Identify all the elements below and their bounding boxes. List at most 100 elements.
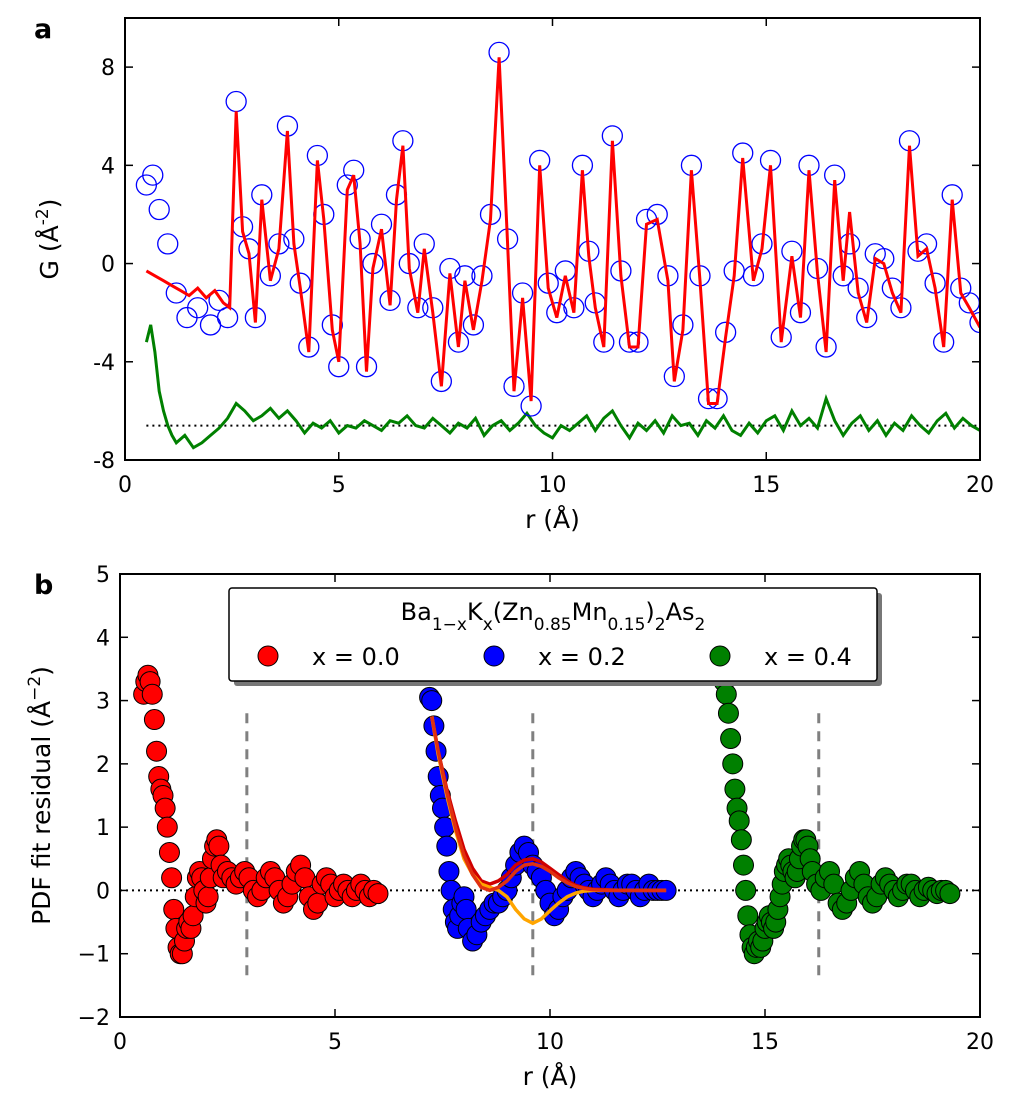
x-tick-label: 15	[751, 1030, 779, 1055]
x-tick-label: 20	[966, 473, 994, 498]
data-point	[717, 702, 739, 724]
x-tick-label: 15	[752, 473, 780, 498]
y-axis-label-superscript: −2	[25, 676, 45, 701]
y-tick-label: -8	[93, 449, 115, 474]
y-tick-label: 4	[101, 154, 115, 179]
legend-title-subscript: 1−x	[432, 615, 467, 635]
observed-point	[259, 265, 282, 287]
x-tick-label: 5	[328, 1030, 342, 1055]
x-tick-label: 10	[536, 1030, 564, 1055]
data-point	[939, 883, 961, 905]
y-tick-label: 3	[96, 690, 110, 715]
y-axis-label-superscript: -2	[33, 208, 53, 225]
y-axis-label: G (Å-2)	[33, 199, 64, 280]
legend-title-subscript: 2	[695, 615, 706, 635]
data-point	[156, 816, 178, 838]
data-point	[208, 835, 230, 857]
x-axis-label: r (Å)	[525, 505, 580, 534]
observed-point	[142, 164, 164, 186]
y-axis-label-end: )	[27, 666, 56, 676]
y-tick-label: 0	[101, 253, 115, 278]
data-point	[367, 883, 389, 905]
y-axis-label-text: PDF fit residual (Å	[27, 701, 56, 925]
data-point	[733, 854, 754, 876]
legend-title-subscript: 2	[655, 615, 666, 635]
difference-curve	[144, 324, 980, 450]
data-point	[421, 690, 443, 712]
data-point	[158, 841, 180, 863]
y-tick-label: -4	[93, 351, 115, 376]
observed-point	[462, 314, 485, 336]
y-tick-label: 4	[96, 626, 110, 651]
data-point	[722, 753, 744, 775]
y-tick-label: 2	[96, 753, 110, 778]
legend-title-part: Mn	[572, 598, 608, 626]
x-tick-label: 0	[113, 1030, 127, 1055]
legend-title-part: Ba	[401, 598, 432, 626]
series-points-0	[133, 664, 389, 965]
series-points-2	[713, 671, 961, 965]
legend-marker	[483, 645, 505, 667]
legend-marker	[257, 645, 279, 667]
plot-area	[120, 664, 980, 980]
legend-title-part: As	[666, 598, 695, 626]
panel-b: 0 5 10 15 20 −2 −1 0 1 2 3 4 5 r (Å) PDF fit residual …	[25, 563, 994, 1091]
y-tick-label: −2	[78, 1006, 110, 1031]
observed-point	[157, 233, 179, 255]
data-point	[438, 860, 460, 882]
data-point	[724, 778, 746, 800]
x-axis-label: r (Å)	[523, 1062, 578, 1091]
x-tick-label: 10	[539, 473, 567, 498]
x-tick-label: 20	[966, 1030, 994, 1055]
legend-title-part: K	[467, 598, 484, 626]
y-tick-label: −1	[78, 943, 110, 968]
y-tick-label: 8	[101, 56, 115, 81]
y-tick-label: 5	[96, 563, 110, 588]
data-point	[720, 728, 742, 750]
plot-area	[135, 41, 980, 450]
data-point	[735, 879, 757, 901]
observed-point	[546, 302, 568, 324]
observed-point	[225, 90, 247, 113]
observed-point	[187, 297, 209, 319]
data-point	[737, 905, 759, 927]
y-tick-label: 0	[96, 879, 110, 904]
panel-a: 0 5 10 15 20 -8 -4 0 4 8 r (Å) G (Å-2) a	[33, 14, 994, 534]
legend-title-part: )	[645, 598, 654, 626]
data-point	[715, 683, 737, 705]
fit-curve-3	[430, 716, 667, 893]
data-point	[161, 867, 183, 889]
x-tick-label: 0	[118, 473, 132, 498]
observed-point	[216, 306, 239, 329]
legend-entry-label: x = 0.2	[538, 643, 626, 671]
legend-title-subscript: x	[483, 615, 493, 635]
panel-label: a	[34, 14, 52, 45]
observed-point	[969, 311, 980, 334]
calculated-curve	[145, 57, 980, 405]
legend-entry-label: x = 0.4	[764, 643, 852, 671]
y-tick-label: 1	[96, 816, 110, 841]
data-point	[141, 683, 163, 705]
observed-point	[148, 198, 170, 221]
data-point	[197, 886, 219, 908]
legend-title: Ba1−xKx(Zn0.85Mn0.15)2As2	[401, 598, 706, 635]
data-point	[728, 810, 750, 832]
panel-label: b	[34, 570, 53, 601]
data-point	[154, 797, 176, 819]
legend-title-subscript: 0.15	[608, 615, 646, 635]
data-point	[146, 740, 168, 762]
y-axis-label-text: G (Å	[35, 225, 64, 279]
observed-point	[856, 306, 878, 329]
legend-title-part: (Zn	[493, 598, 534, 626]
data-point	[730, 829, 752, 851]
legend-title-subscript: 0.85	[534, 615, 572, 635]
data-point	[436, 835, 458, 857]
data-point	[143, 709, 165, 731]
observed-point	[838, 233, 861, 255]
y-axis-label-end: )	[35, 199, 64, 209]
x-tick-label: 5	[332, 473, 346, 498]
y-axis-label: PDF fit residual (Å−2)	[25, 666, 56, 925]
legend-entry-label: x = 0.0	[312, 643, 400, 671]
